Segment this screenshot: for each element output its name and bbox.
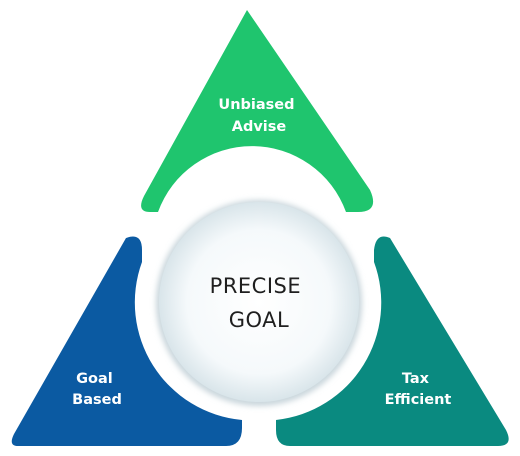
center-label: PRECISE GOAL [210, 274, 309, 332]
center-label-line1: PRECISE [210, 274, 301, 298]
center-circle [159, 202, 359, 402]
center-label-line2: GOAL [229, 308, 290, 332]
segment-left-label: Goal Based [72, 371, 122, 408]
segment-top-label-line2: Advise [232, 119, 287, 135]
segment-top-unbiased-advise [141, 10, 374, 212]
segment-top-label-line1: Unbiased [218, 97, 294, 113]
segment-left-label-line2: Based [72, 392, 122, 408]
segment-right-tax-efficient [276, 236, 509, 446]
segment-right-label: Tax Efficient [385, 371, 452, 408]
segment-left-goal-based [11, 236, 242, 446]
segment-right-label-line1: Tax [402, 371, 430, 387]
segment-right-label-line2: Efficient [385, 392, 452, 408]
segment-left-label-line1: Goal [76, 371, 113, 387]
segment-top-label: Unbiased Advise [218, 97, 299, 135]
